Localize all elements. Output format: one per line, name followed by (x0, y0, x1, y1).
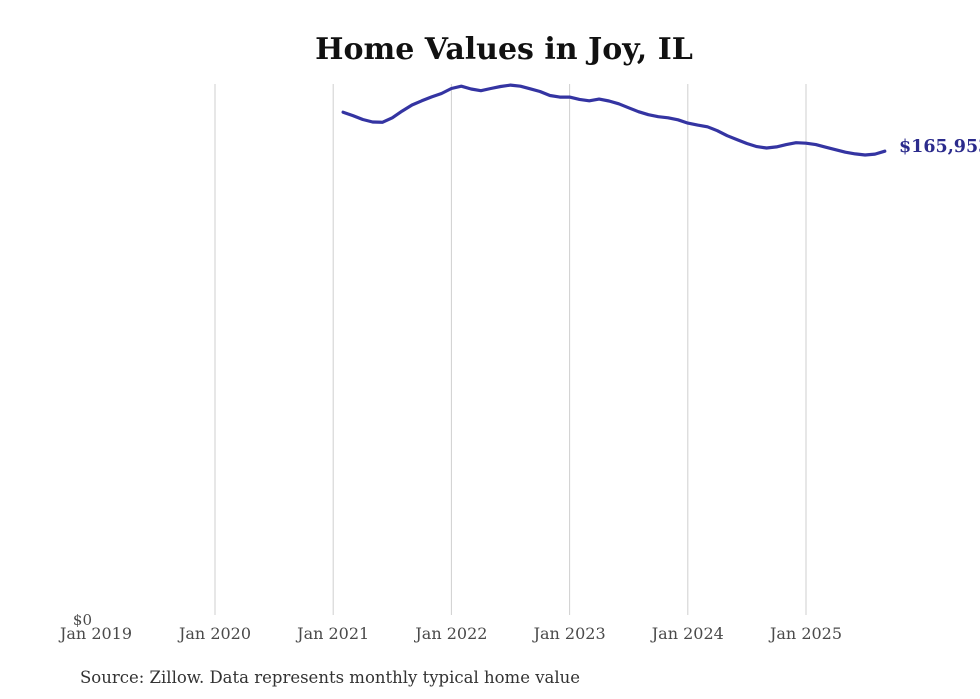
tick-jan-2024: Jan 2024 (650, 624, 724, 643)
tick-jan-2021: Jan 2021 (295, 624, 369, 643)
chart-title: Home Values in Joy, IL (315, 32, 693, 67)
home-value-line (341, 83, 887, 157)
latest-value-label: $165,953 (899, 137, 980, 157)
x-axis-tick-labels: Jan 2019 Jan 2020 Jan 2021 Jan 2022 Jan … (58, 624, 842, 643)
source-note: Source: Zillow. Data represents monthly … (80, 668, 580, 687)
year-gridlines (214, 84, 807, 615)
tick-jan-2023: Jan 2023 (532, 624, 606, 643)
tick-jan-2022: Jan 2022 (413, 624, 487, 643)
y-axis-zero-label: $0 (73, 611, 92, 629)
tick-jan-2025: Jan 2025 (768, 624, 842, 643)
tick-jan-2020: Jan 2020 (177, 624, 251, 643)
tick-jan-2019: Jan 2019 (58, 624, 132, 643)
